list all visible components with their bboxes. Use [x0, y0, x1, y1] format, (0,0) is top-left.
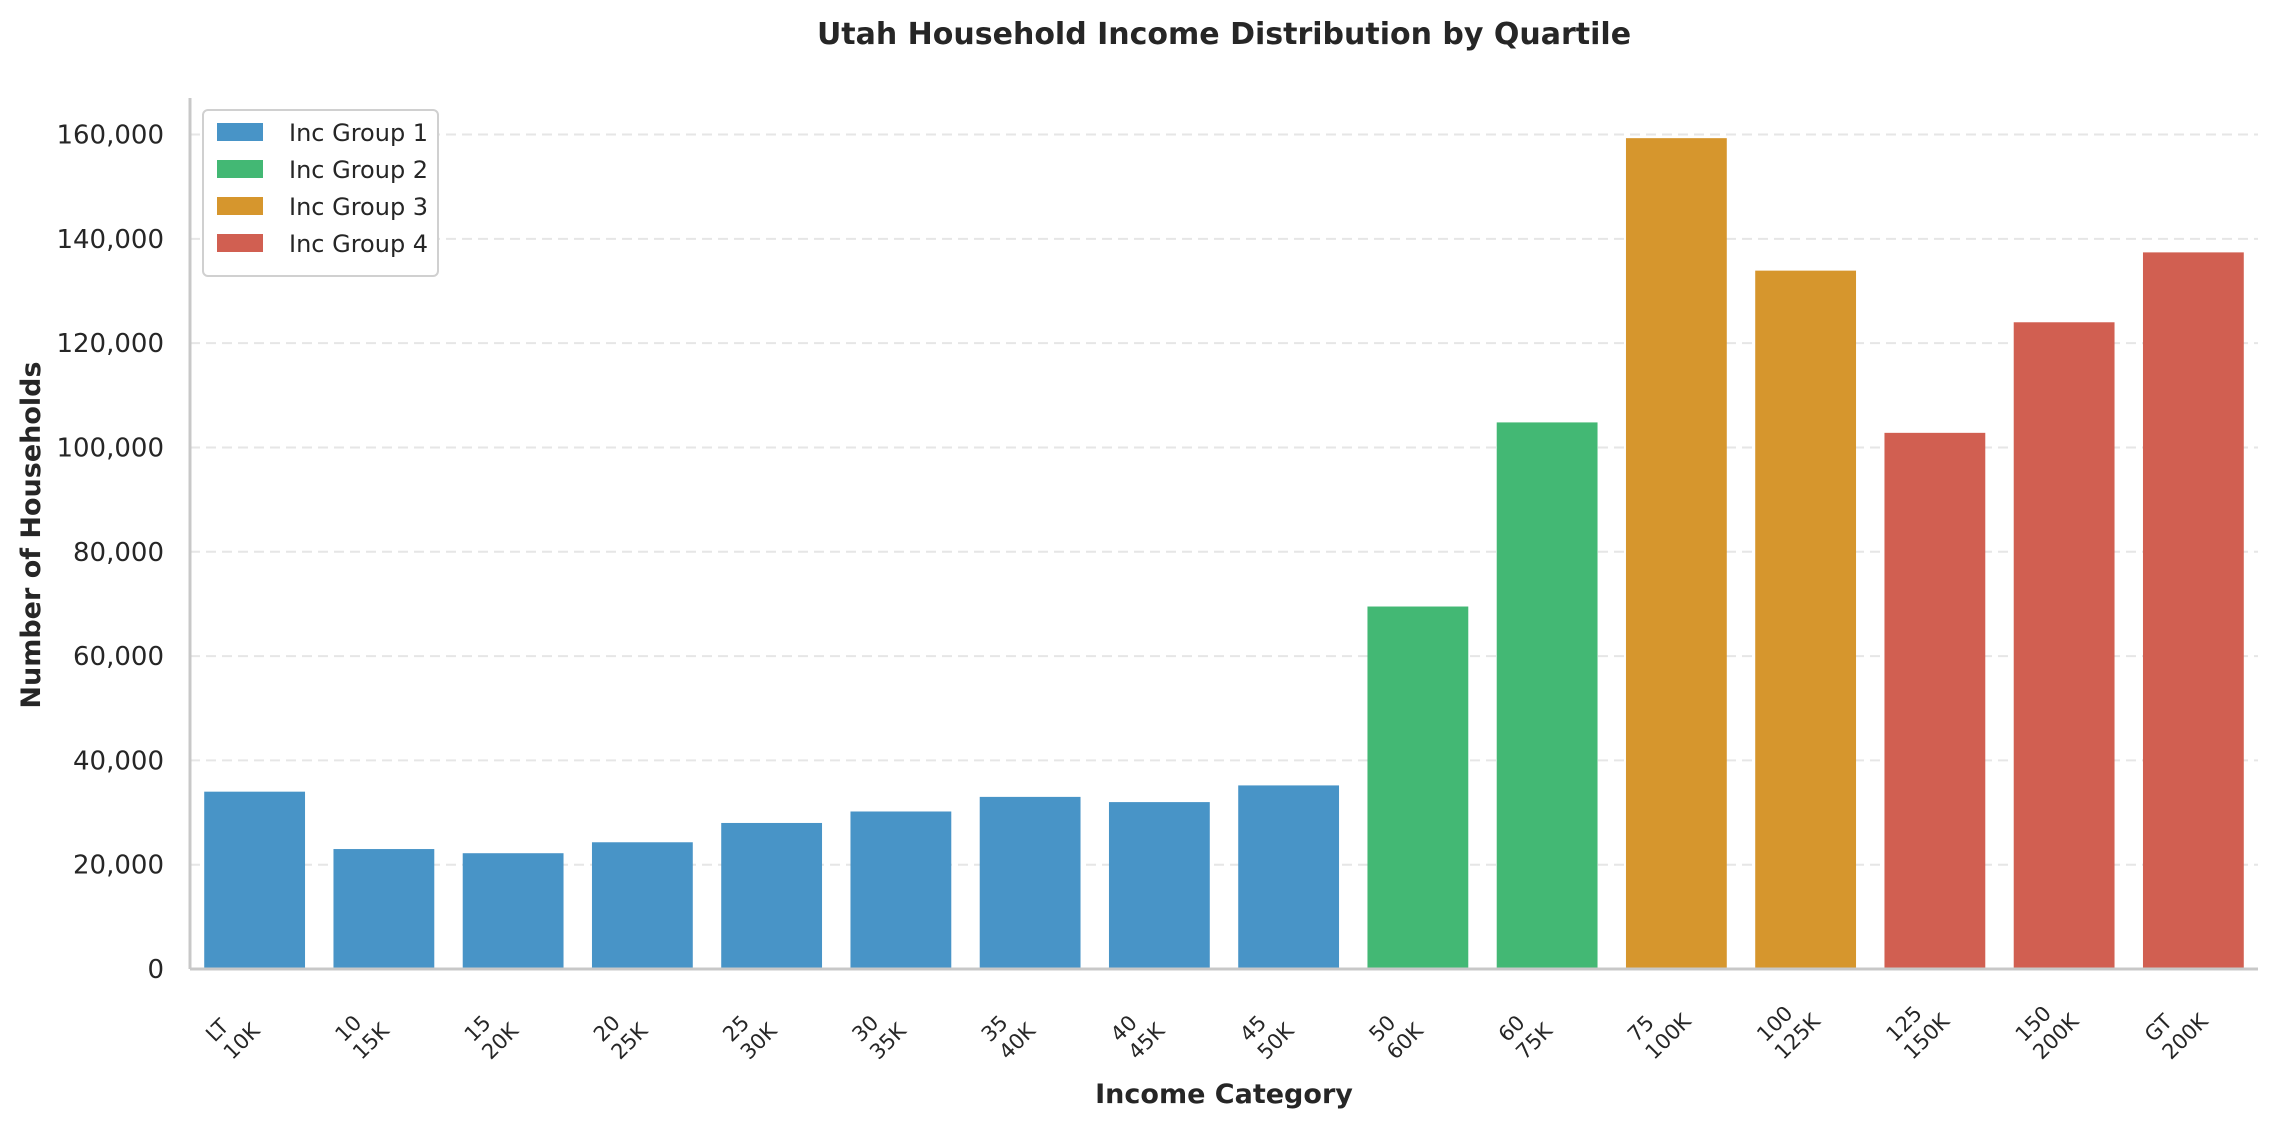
y-tick-label: 120,000 [56, 329, 164, 359]
bars [204, 138, 2244, 970]
bar [721, 822, 823, 969]
x-tick-label: 125150K [1881, 991, 1955, 1065]
x-tick-label: 6075K [1494, 1000, 1558, 1064]
y-axis-title: Number of Households [16, 361, 47, 708]
bar [1884, 432, 1986, 970]
y-tick-label: 160,000 [56, 121, 164, 151]
bar [1755, 270, 1857, 969]
x-tick-label: LT10K [201, 1000, 265, 1064]
bar [1496, 422, 1598, 969]
bar [1367, 606, 1469, 969]
legend-label: Inc Group 1 [289, 119, 428, 147]
x-tick-label: 150200K [2011, 991, 2085, 1065]
x-tick-label: 5060K [1364, 1000, 1428, 1064]
x-axis-title: Income Category [1095, 1079, 1353, 1110]
x-tick-label: 1520K [460, 1000, 524, 1064]
y-tick-label: 100,000 [56, 433, 164, 463]
x-tick-label: 3540K [977, 1000, 1041, 1064]
bar [333, 849, 435, 969]
y-tick-label: 140,000 [56, 225, 164, 255]
x-tick-label: 2025K [589, 1000, 653, 1064]
legend-swatch [217, 197, 263, 215]
x-tick-label: 3035K [847, 1000, 911, 1064]
y-tick-label: 0 [147, 955, 164, 985]
x-tick-label: 75100K [1623, 991, 1697, 1065]
bar [1625, 138, 1727, 969]
legend-label: Inc Group 2 [289, 156, 428, 184]
chart-title: Utah Household Income Distribution by Qu… [817, 17, 1631, 52]
bar [2142, 252, 2244, 969]
bar [1238, 785, 1340, 969]
legend-swatch [217, 160, 263, 178]
bar [1108, 802, 1210, 969]
y-tick-label: 40,000 [73, 746, 164, 776]
legend: Inc Group 1 Inc Group 2 Inc Group 3 Inc Gro… [202, 109, 439, 277]
bar [591, 842, 693, 969]
legend-swatch [217, 234, 263, 252]
x-tick-label: 100125K [1752, 991, 1826, 1065]
x-tick-label: GT200K [2140, 991, 2214, 1065]
x-tick-label: 1015K [330, 1000, 394, 1064]
legend-label: Inc Group 4 [289, 230, 428, 258]
x-tick-label: 2530K [718, 1000, 782, 1064]
gridlines [190, 133, 2258, 866]
bar [979, 796, 1081, 969]
bar [2013, 322, 2115, 969]
bar [850, 811, 952, 969]
legend-label: Inc Group 3 [289, 193, 428, 221]
bar [204, 791, 306, 969]
legend-swatch [217, 123, 263, 141]
x-tick-label: 4045K [1106, 1000, 1170, 1064]
y-tick-label: 20,000 [73, 851, 164, 881]
bar [462, 853, 564, 969]
x-tick-label: 4550K [1235, 1000, 1299, 1064]
y-tick-label: 60,000 [73, 642, 164, 672]
y-tick-label: 80,000 [73, 538, 164, 568]
